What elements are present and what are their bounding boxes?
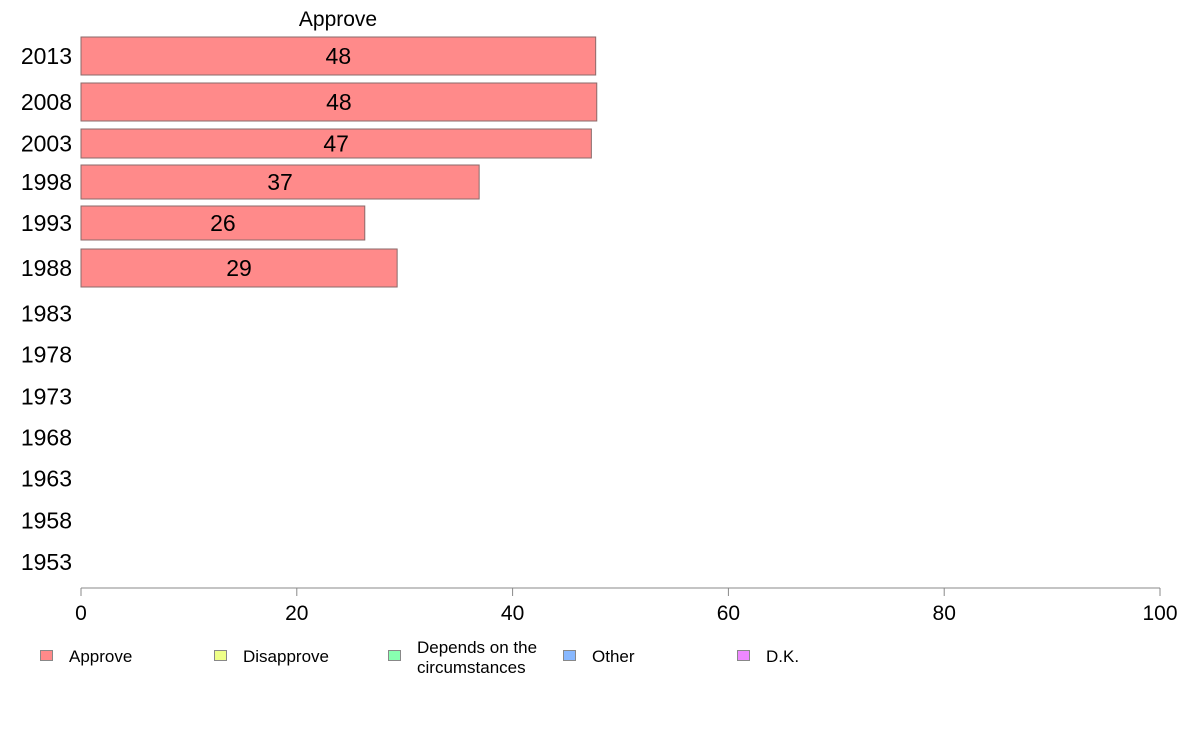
x-tick-label: 0 [75,602,87,625]
legend-label: Disapprove [243,647,329,666]
y-tick-label: 1973 [21,384,72,410]
y-tick-label: 1958 [21,508,72,534]
y-tick-label: 1988 [21,255,72,281]
legend: Approve Disapprove Depends on the circum… [0,638,1188,688]
y-tick-label: 1978 [21,342,72,368]
y-tick-label: 2013 [21,43,72,69]
bar-value-label: 48 [326,89,352,115]
bar-1993 [80,205,366,241]
panel-title: Approve [299,8,377,31]
legend-item-depends: Depends on the circumstances [388,638,567,678]
x-tick-label: 100 [1142,602,1177,625]
bar-value-label: 37 [267,169,293,195]
y-axis-labels: 2013 2008 2003 1998 1993 1988 1983 1978 1973 1968… [21,43,72,575]
legend-label: D.K. [766,647,800,666]
bar-2008 [80,82,598,122]
y-tick-label: 1963 [21,466,72,492]
bar-1988 [80,248,398,288]
legend-label: Depends on the circumstances [417,638,538,677]
legend-label: Other [592,647,635,666]
legend-swatch [563,650,576,661]
bar-value-label: 29 [226,255,252,281]
legend-item-disapprove: Disapprove [214,638,383,667]
x-tick-label: 40 [501,602,524,625]
x-axis: 0 20 40 60 80 100 [75,587,1178,625]
y-tick-label: 2003 [21,131,72,157]
y-tick-label: 1968 [21,425,72,451]
legend-swatch [737,650,750,661]
y-tick-label: 1998 [21,169,72,195]
legend-item-approve: Approve [40,638,209,667]
bar-value-label: 26 [210,210,236,236]
bars-group: 48 48 47 37 26 29 [80,36,598,288]
bar-value-label: 47 [323,131,349,157]
legend-swatch [214,650,227,661]
legend-item-dk: D.K. [737,638,906,667]
y-tick-label: 2008 [21,89,72,115]
legend-swatch [40,650,53,661]
bar-2003 [80,128,592,159]
legend-label: Approve [69,647,133,666]
x-tick-label: 80 [933,602,956,625]
legend-swatch [388,650,401,661]
x-tick-label: 20 [285,602,308,625]
y-tick-label: 1953 [21,549,72,575]
y-tick-label: 1993 [21,210,72,236]
x-tick-label: 60 [717,602,740,625]
bar-value-label: 48 [326,43,352,69]
legend-item-other: Other [563,638,732,667]
bar-1998 [80,164,480,200]
bar-2013 [80,36,597,76]
y-tick-label: 1983 [21,301,72,327]
